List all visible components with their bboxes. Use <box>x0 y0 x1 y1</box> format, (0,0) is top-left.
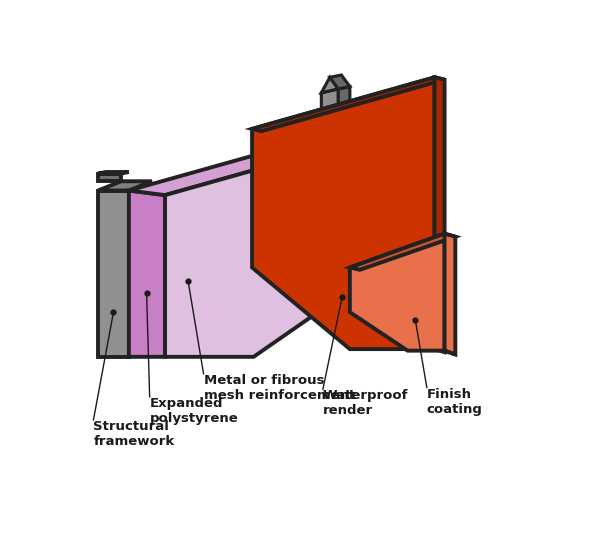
Polygon shape <box>445 351 455 355</box>
Polygon shape <box>350 233 445 351</box>
Polygon shape <box>322 87 350 93</box>
Text: Finish
coating: Finish coating <box>427 387 483 415</box>
Polygon shape <box>322 77 338 93</box>
Text: Metal or fibrous
mesh reinforcement: Metal or fibrous mesh reinforcement <box>203 374 355 402</box>
Text: Expanded
polystyrene: Expanded polystyrene <box>149 397 238 425</box>
Text: Structural
framework: Structural framework <box>94 420 175 448</box>
Polygon shape <box>350 233 455 270</box>
Polygon shape <box>322 89 338 119</box>
Polygon shape <box>338 87 350 116</box>
Polygon shape <box>98 191 129 357</box>
Polygon shape <box>98 172 129 174</box>
Polygon shape <box>165 134 385 357</box>
Polygon shape <box>252 77 445 131</box>
Text: Waterproof
render: Waterproof render <box>323 389 409 417</box>
Polygon shape <box>98 181 152 191</box>
Polygon shape <box>129 129 385 195</box>
Polygon shape <box>98 174 121 181</box>
Polygon shape <box>434 77 445 352</box>
Polygon shape <box>330 75 350 89</box>
Polygon shape <box>252 77 434 349</box>
Polygon shape <box>129 191 165 357</box>
Polygon shape <box>445 233 455 355</box>
